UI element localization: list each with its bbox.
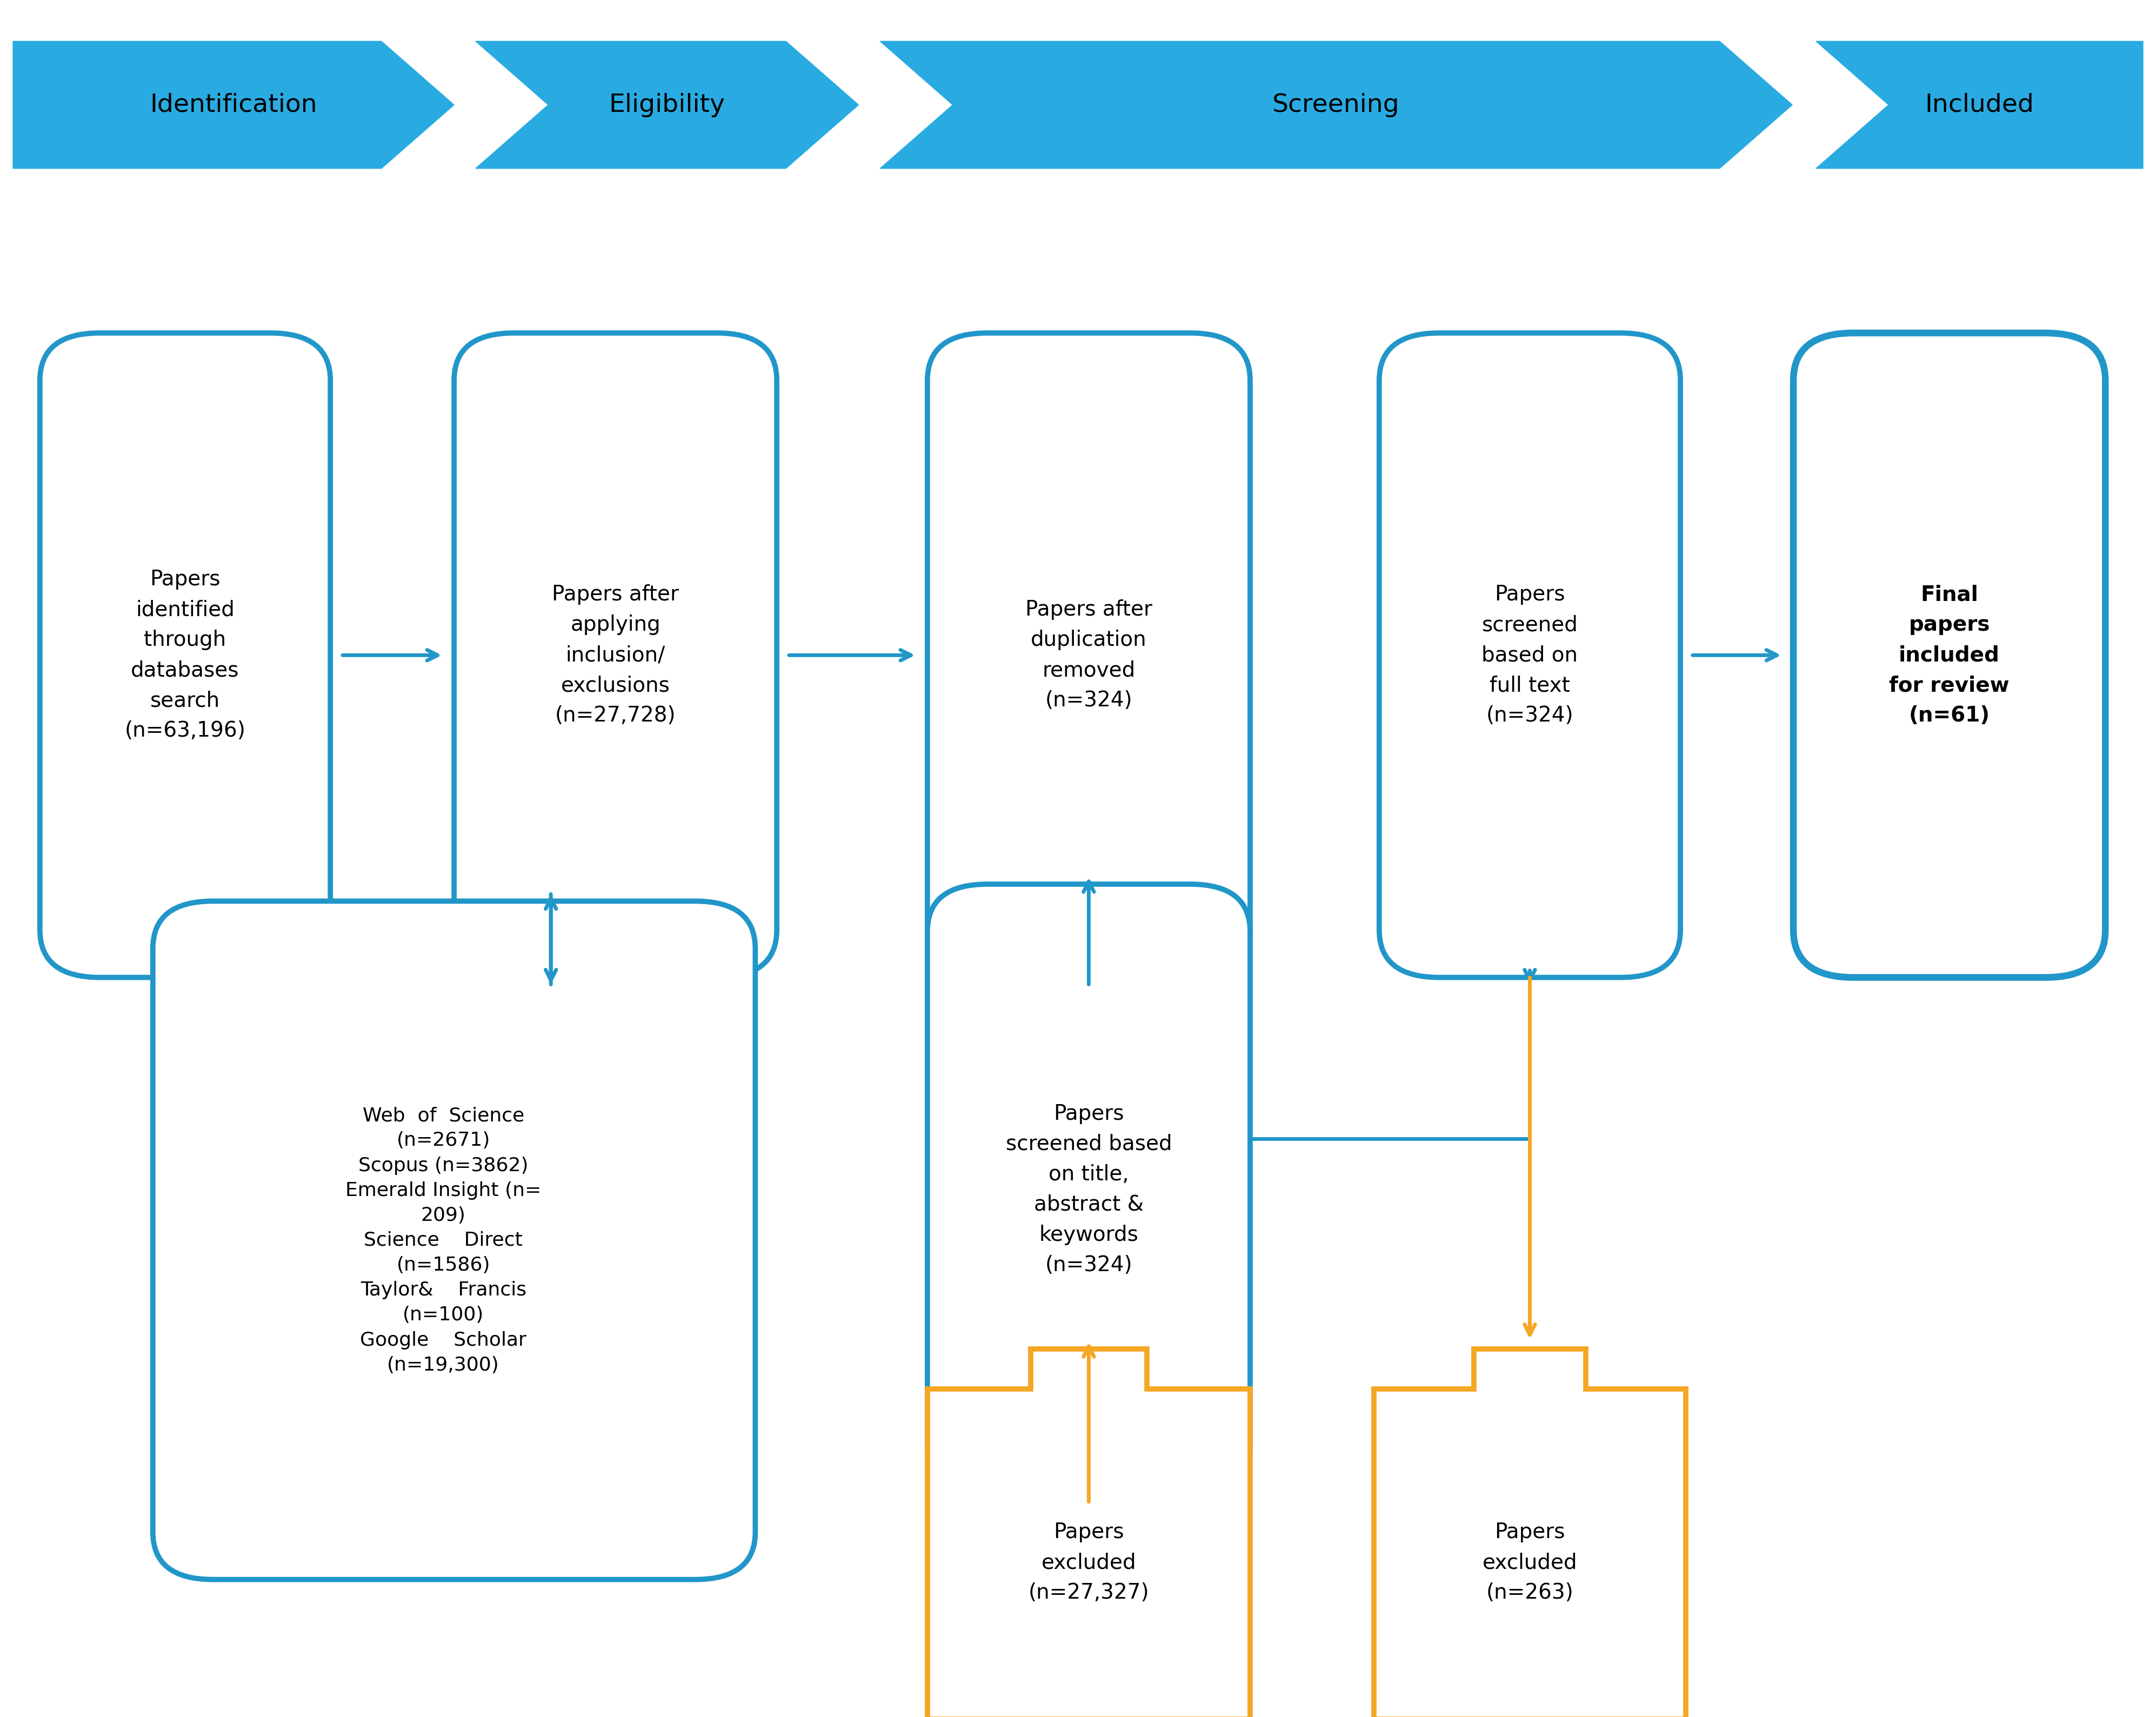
Polygon shape — [1373, 1350, 1686, 1717]
Text: Papers
screened
based on
full text
(n=324): Papers screened based on full text (n=32… — [1481, 584, 1578, 726]
FancyBboxPatch shape — [41, 333, 330, 977]
Text: Screening: Screening — [1272, 93, 1399, 117]
Text: Eligibility: Eligibility — [608, 93, 724, 117]
Text: Papers
screened based
on title,
abstract &
keywords
(n=324): Papers screened based on title, abstract… — [1005, 1104, 1173, 1276]
Polygon shape — [880, 41, 1792, 168]
FancyBboxPatch shape — [1794, 333, 2106, 977]
Text: Papers
excluded
(n=27,327): Papers excluded (n=27,327) — [1028, 1521, 1149, 1604]
FancyBboxPatch shape — [927, 884, 1250, 1496]
Text: Web  of  Science
(n=2671)
Scopus (n=3862)
Emerald Insight (n=
209)
Science    Di: Web of Science (n=2671) Scopus (n=3862) … — [345, 1106, 541, 1374]
Text: Final
papers
included
for review
(n=61): Final papers included for review (n=61) — [1889, 584, 2009, 726]
Text: Identification: Identification — [151, 93, 317, 117]
Polygon shape — [13, 41, 455, 168]
Polygon shape — [927, 1350, 1250, 1717]
FancyBboxPatch shape — [455, 333, 776, 977]
FancyBboxPatch shape — [927, 333, 1250, 977]
FancyBboxPatch shape — [153, 901, 755, 1580]
Polygon shape — [1815, 41, 2143, 168]
Polygon shape — [476, 41, 858, 168]
Text: Included: Included — [1925, 93, 2033, 117]
Text: Papers after
duplication
removed
(n=324): Papers after duplication removed (n=324) — [1026, 599, 1151, 711]
Text: Papers
identified
through
databases
search
(n=63,196): Papers identified through databases sear… — [125, 570, 246, 742]
Text: Papers after
applying
inclusion/
exclusions
(n=27,728): Papers after applying inclusion/ exclusi… — [552, 584, 679, 726]
FancyBboxPatch shape — [1380, 333, 1680, 977]
Text: Papers
excluded
(n=263): Papers excluded (n=263) — [1483, 1521, 1578, 1604]
